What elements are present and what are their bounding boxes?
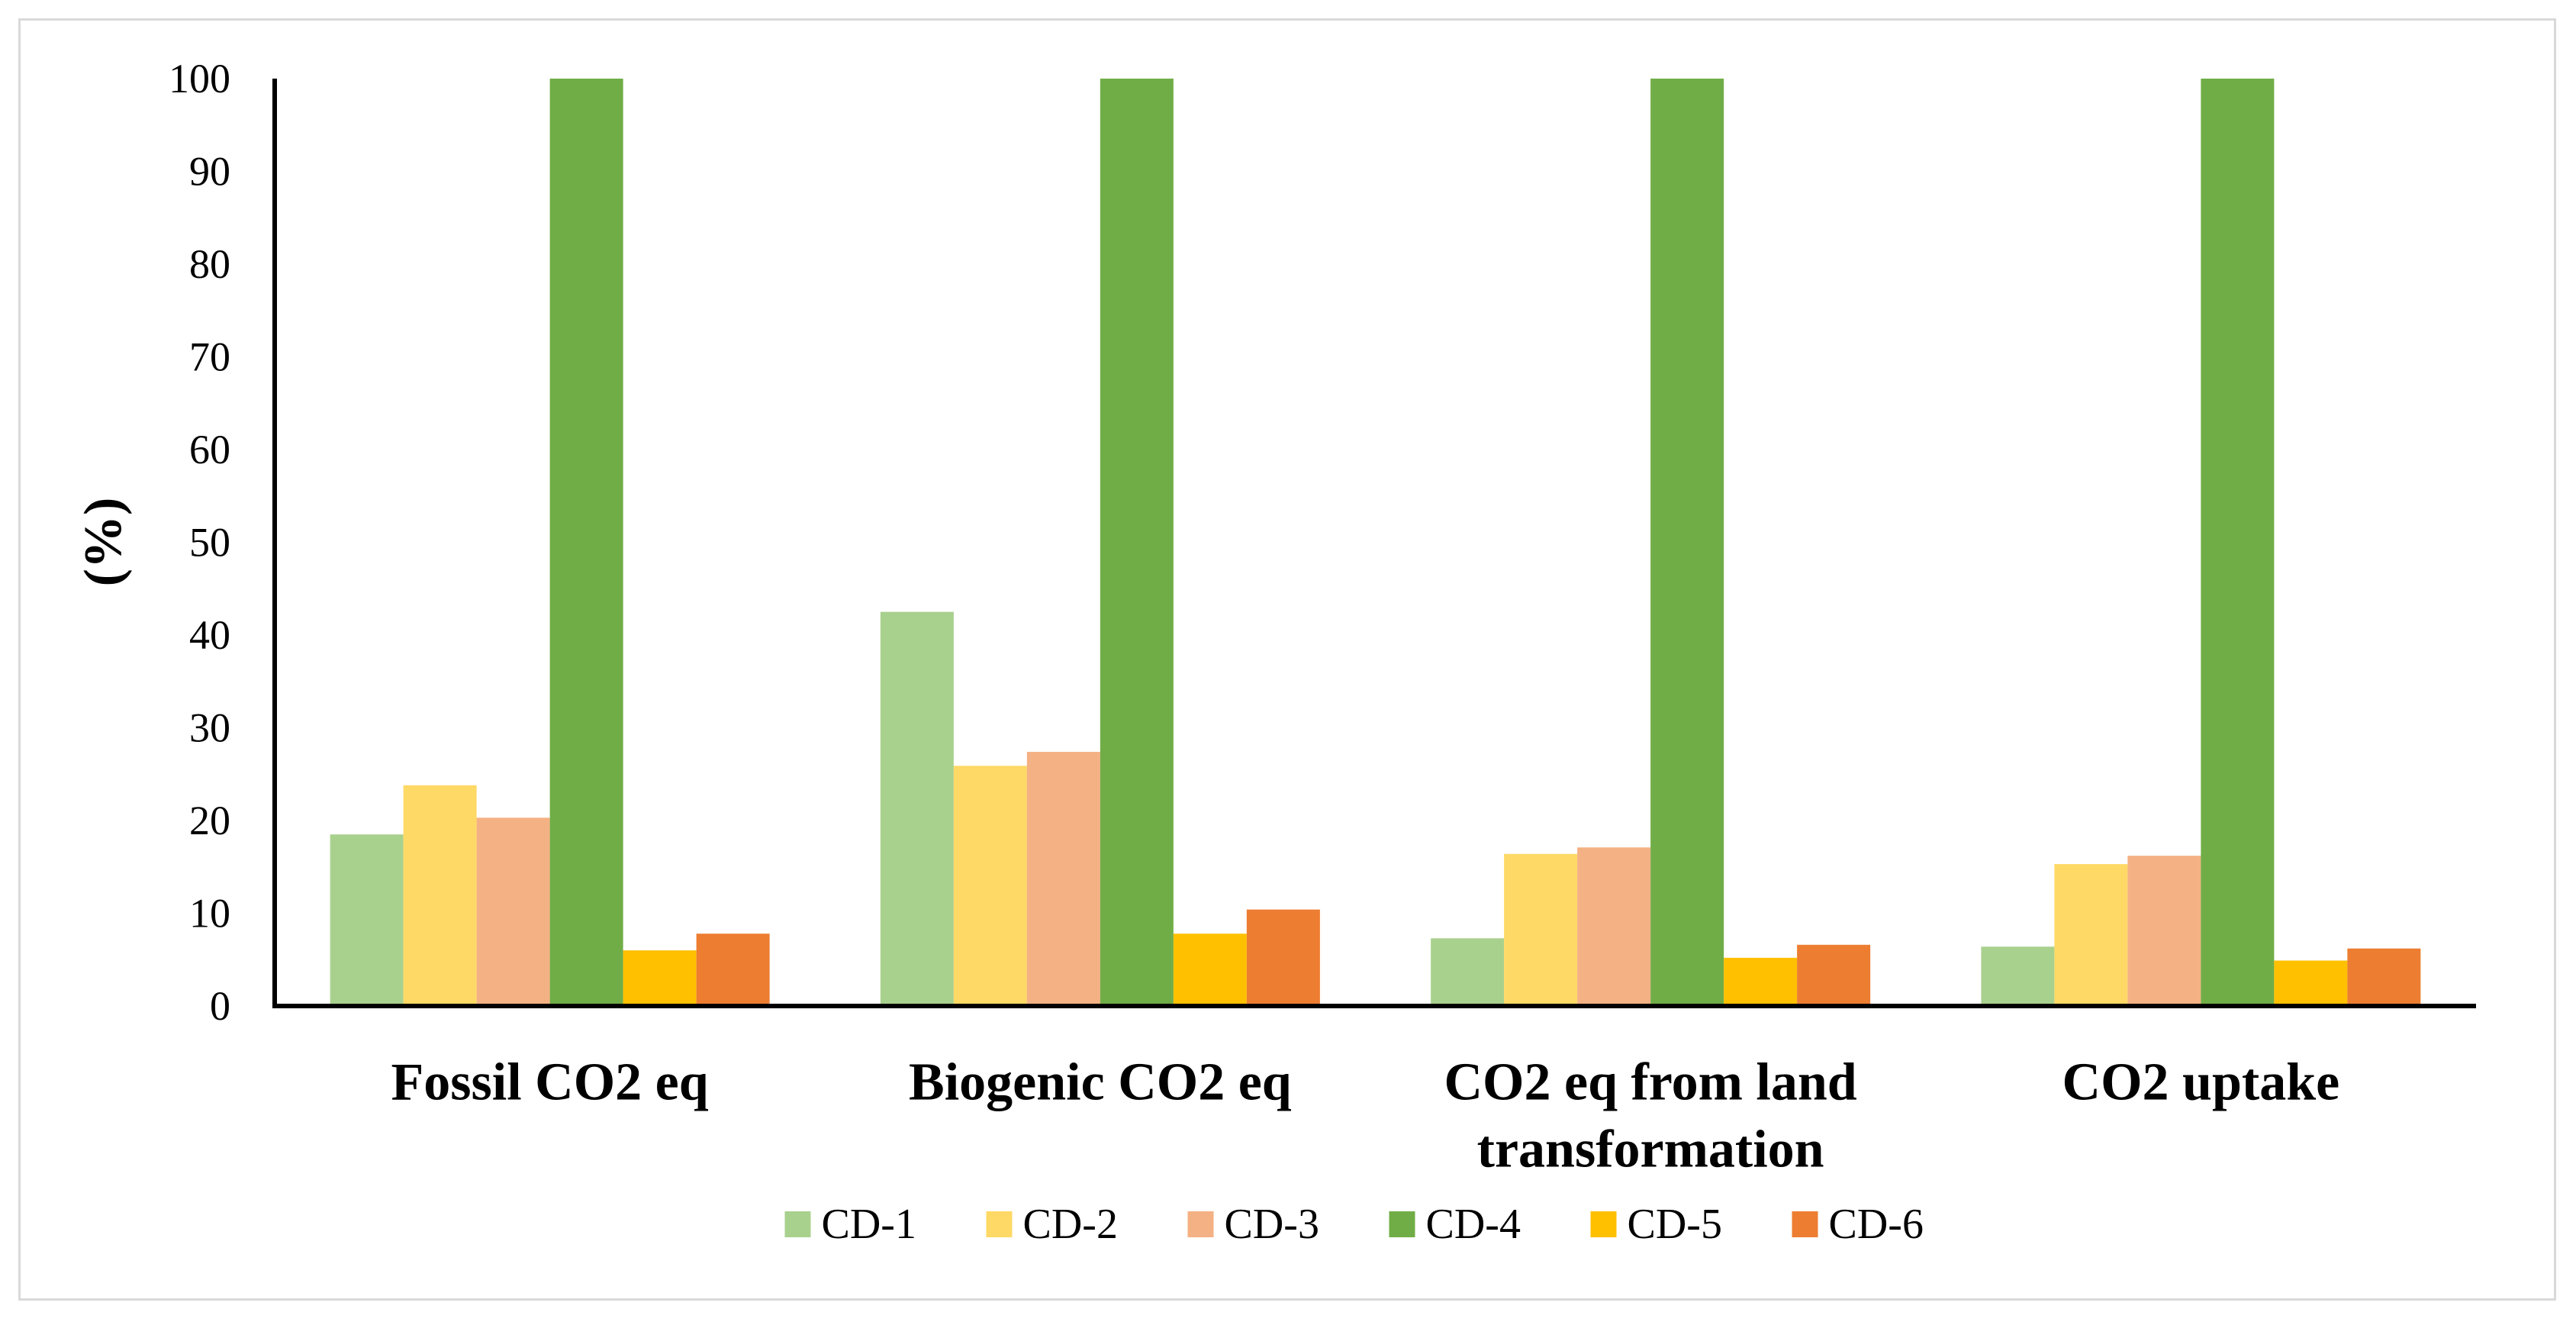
legend-swatch <box>986 1211 1013 1237</box>
bar-cd-4-cat-2 <box>1100 79 1174 1006</box>
y-tick-label: 20 <box>189 798 230 843</box>
legend-item: CD-5 <box>1590 1201 1722 1248</box>
legend-swatch <box>784 1211 811 1237</box>
bar-cd-3-cat-4 <box>2127 856 2201 1006</box>
legend-item: CD-2 <box>986 1201 1118 1248</box>
y-tick-label: 100 <box>169 56 230 102</box>
category-label: CO2 eq from land <box>1444 1053 1857 1112</box>
x-category-labels: Fossil CO2 eq Biogenic CO2 eq CO2 eq from … <box>391 1053 2340 1179</box>
y-tick-label: 30 <box>189 705 230 751</box>
bar-cd-5-cat-2 <box>1173 933 1247 1006</box>
bar-cd-1-cat-3 <box>1431 938 1505 1006</box>
bar-cd-4-cat-3 <box>1650 79 1724 1006</box>
bar-cd-5-cat-3 <box>1724 957 1798 1006</box>
y-tick-labels: 0 10 20 30 40 50 60 70 80 90 100 <box>169 56 230 1029</box>
bar-cd-1-cat-2 <box>880 611 954 1006</box>
legend-item: CD-1 <box>784 1201 916 1248</box>
y-tick-label: 90 <box>189 149 230 195</box>
bar-cd-2-cat-3 <box>1504 853 1578 1006</box>
bar-cd-5-cat-1 <box>623 950 697 1006</box>
legend: CD-1 CD-2 CD-3 CD-4 CD-5 CD-6 <box>784 1201 1924 1248</box>
category-label: transformation <box>1477 1120 1824 1179</box>
bar-cd-2-cat-2 <box>953 766 1027 1006</box>
bar-cd-6-cat-2 <box>1246 909 1320 1006</box>
legend-label: CD-1 <box>822 1201 916 1248</box>
legend-label: CD-3 <box>1225 1201 1319 1248</box>
legend-label: CD-2 <box>1023 1201 1118 1248</box>
legend-swatch <box>1792 1211 1818 1237</box>
category-label: CO2 uptake <box>2062 1053 2340 1112</box>
bar-cd-5-cat-4 <box>2274 960 2348 1006</box>
bar-cd-4-cat-1 <box>549 79 623 1006</box>
legend-label: CD-4 <box>1426 1201 1521 1248</box>
axes-layer <box>272 79 2476 1008</box>
legend-item: CD-4 <box>1389 1201 1521 1248</box>
legend-item: CD-6 <box>1792 1201 1924 1248</box>
bar-cd-1-cat-4 <box>1981 946 2055 1006</box>
y-tick-label: 0 <box>210 983 230 1029</box>
y-tick-label: 70 <box>189 334 230 380</box>
category-label: Fossil CO2 eq <box>391 1053 709 1112</box>
y-tick-label: 10 <box>189 891 230 937</box>
y-tick-label: 80 <box>189 241 230 287</box>
bar-cd-6-cat-4 <box>2347 948 2421 1006</box>
y-tick-label: 60 <box>189 427 230 472</box>
bar-cd-6-cat-3 <box>1797 944 1871 1006</box>
bar-cd-4-cat-4 <box>2201 79 2275 1006</box>
legend-swatch <box>1187 1211 1214 1237</box>
chart-frame <box>18 18 2556 1301</box>
bar-cd-3-cat-2 <box>1026 752 1100 1006</box>
legend-swatch <box>1590 1211 1617 1237</box>
y-tick-label: 40 <box>189 612 230 658</box>
bars-layer <box>330 79 2421 1006</box>
bar-cd-3-cat-1 <box>476 817 550 1006</box>
y-tick-label: 50 <box>189 520 230 566</box>
legend-item: CD-3 <box>1187 1201 1319 1248</box>
bar-cd-6-cat-1 <box>696 933 770 1006</box>
category-label: Biogenic CO2 eq <box>909 1053 1292 1112</box>
legend-label: CD-5 <box>1628 1201 1722 1248</box>
legend-swatch <box>1389 1211 1415 1237</box>
bar-cd-1-cat-1 <box>330 834 404 1006</box>
legend-label: CD-6 <box>1829 1201 1924 1248</box>
bar-cd-3-cat-3 <box>1577 847 1651 1006</box>
bar-cd-2-cat-1 <box>403 785 477 1006</box>
y-axis-title: (%) <box>74 498 133 587</box>
bar-cd-2-cat-4 <box>2054 864 2128 1006</box>
